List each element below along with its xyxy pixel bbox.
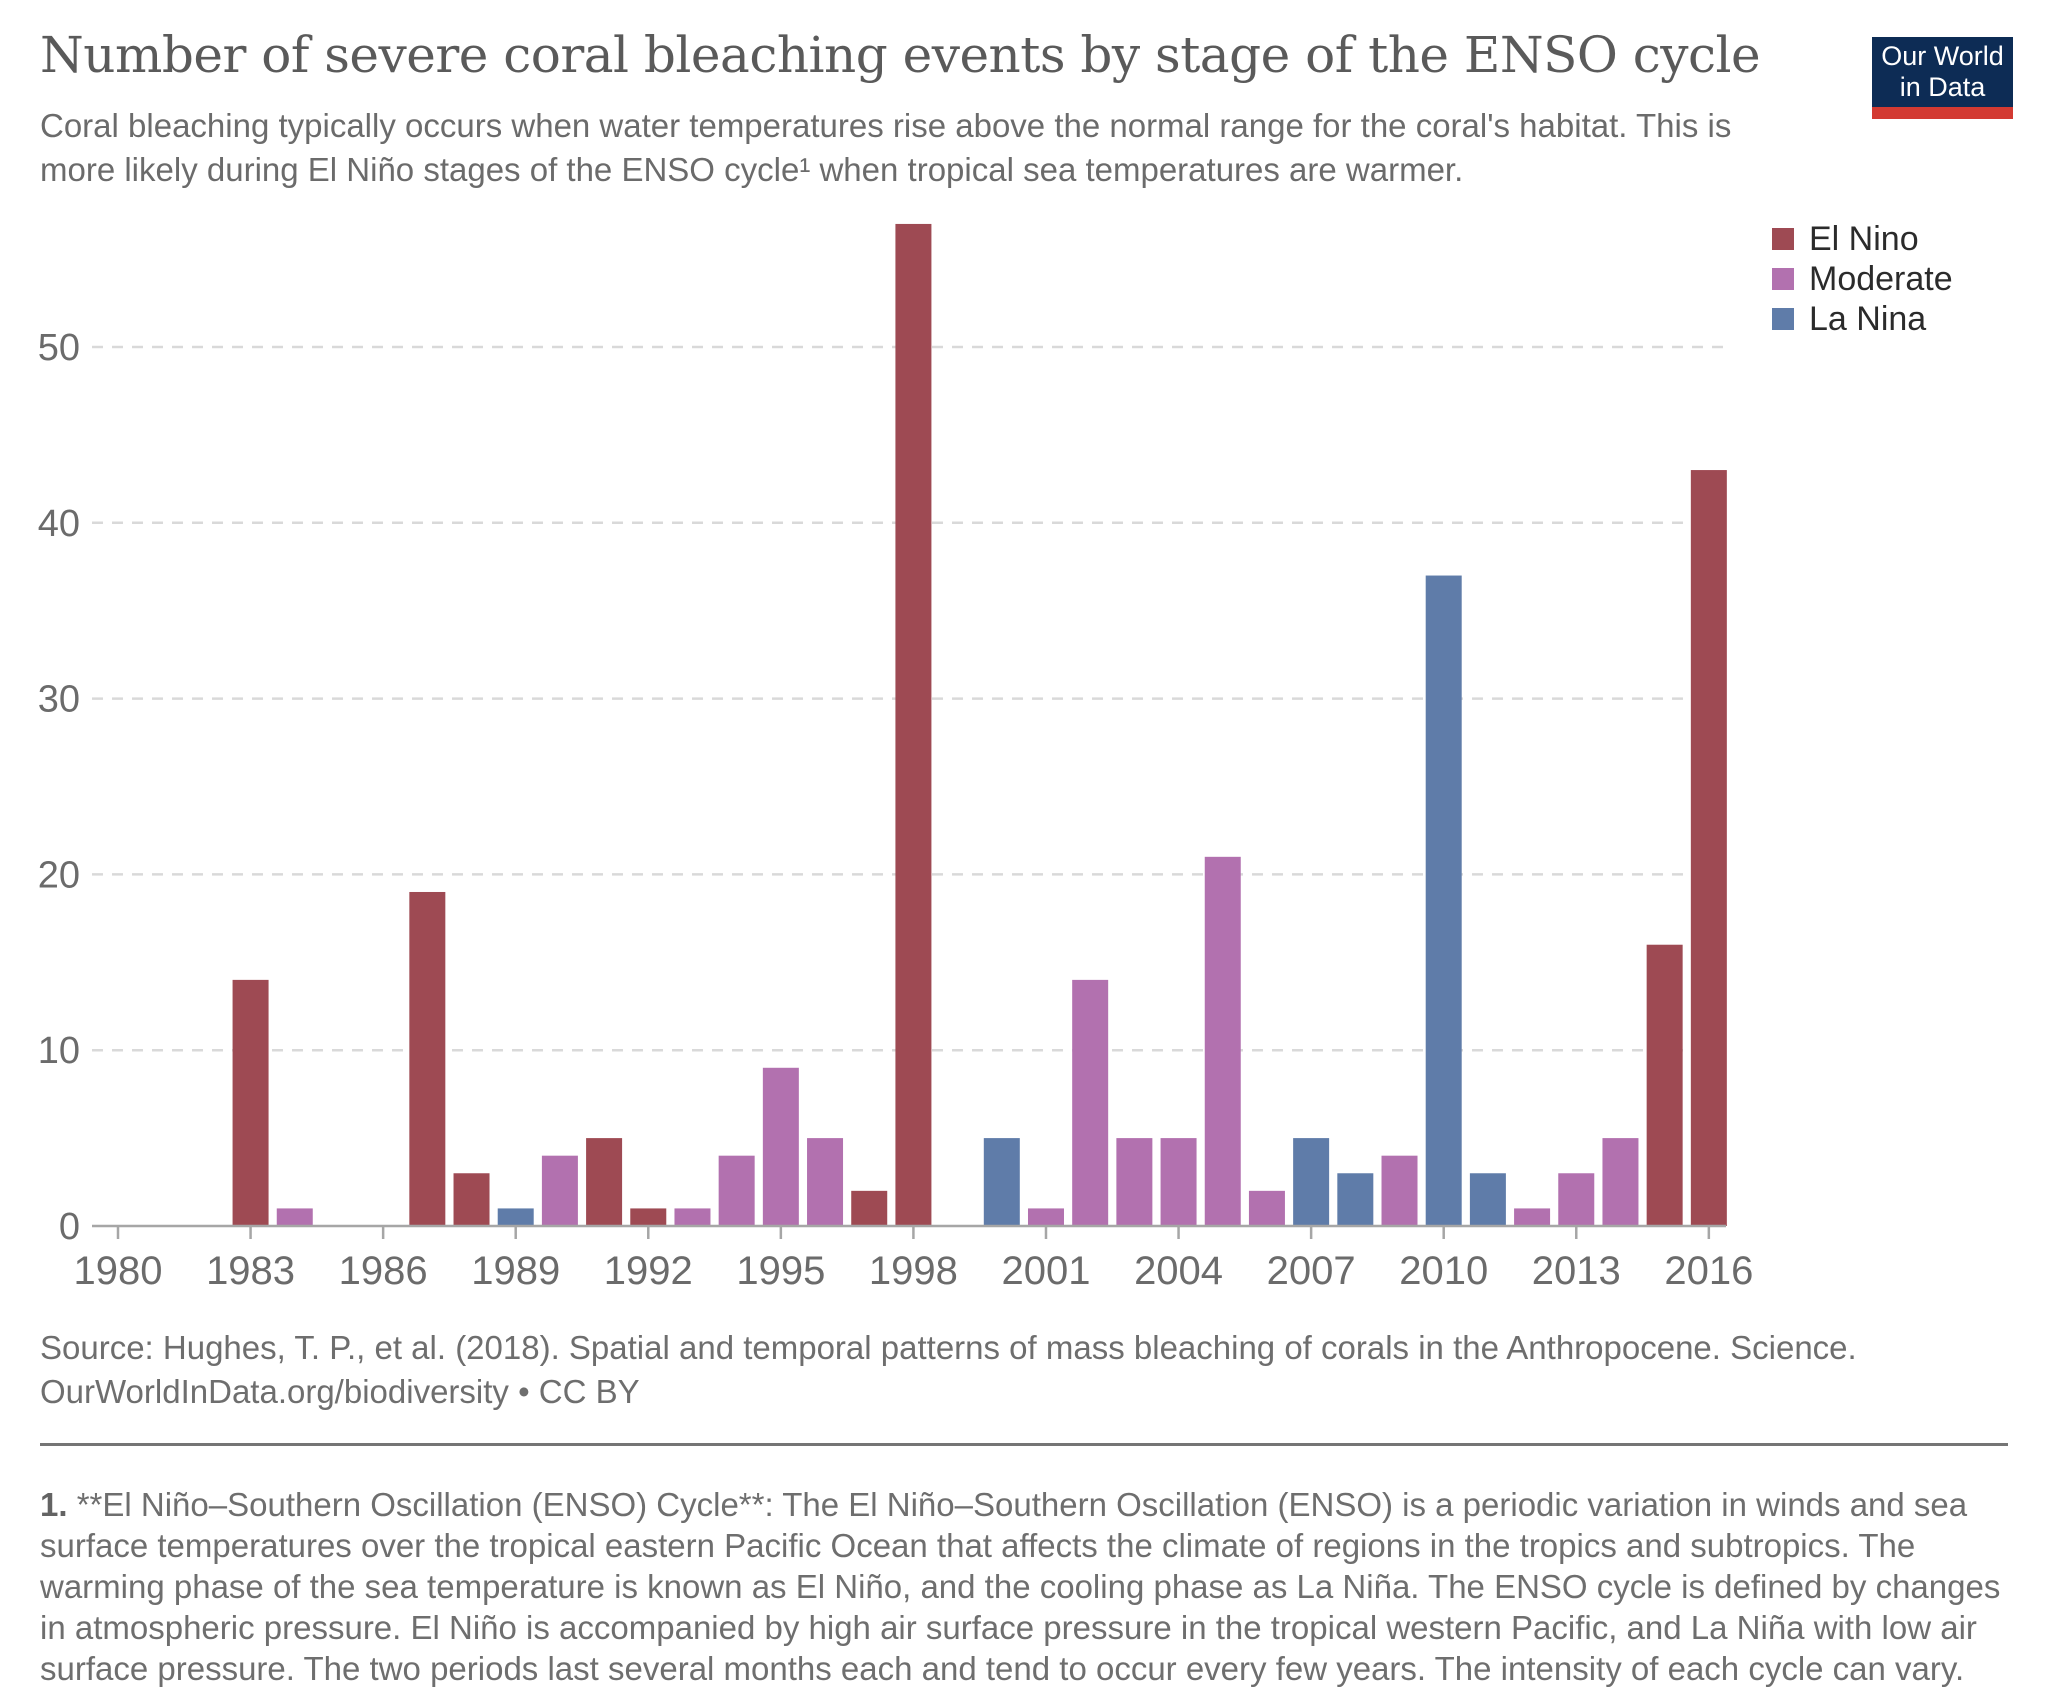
- y-axis-label-20: 20: [38, 854, 80, 896]
- bar-1987-el-nino[interactable]: [409, 891, 446, 1226]
- y-axis-label-50: 50: [38, 327, 80, 369]
- footnote-number: 1.: [40, 1486, 68, 1523]
- y-axis-label-10: 10: [38, 1030, 80, 1072]
- bar-2010-la-nina[interactable]: [1425, 575, 1462, 1226]
- legend-item-la-nina[interactable]: La Nina: [1772, 302, 1953, 336]
- x-axis-label-2013: 2013: [1532, 1249, 1621, 1293]
- bar-1983-el-nino[interactable]: [232, 979, 269, 1226]
- bar-1997-el-nino[interactable]: [851, 1190, 888, 1226]
- bar-2013-moderate[interactable]: [1558, 1173, 1595, 1226]
- footnote: 1. **El Niño–Southern Oscillation (ENSO)…: [40, 1484, 2008, 1689]
- legend-swatch-la-nina: [1772, 308, 1794, 330]
- bar-2005-moderate[interactable]: [1204, 856, 1241, 1226]
- bar-1984-moderate[interactable]: [276, 1208, 313, 1226]
- bar-1993-moderate[interactable]: [674, 1208, 711, 1226]
- owid-logo-line2: in Data: [1899, 72, 1986, 102]
- bar-2016-el-nino[interactable]: [1690, 470, 1727, 1226]
- x-axis-label-1980: 1980: [74, 1249, 163, 1293]
- x-axis-label-2007: 2007: [1267, 1249, 1356, 1293]
- bar-2000-la-nina[interactable]: [983, 1138, 1020, 1226]
- y-axis-label-0: 0: [59, 1206, 80, 1248]
- bar-2012-moderate[interactable]: [1514, 1208, 1551, 1226]
- bar-1995-moderate[interactable]: [762, 1067, 799, 1226]
- bar-1992-el-nino[interactable]: [630, 1208, 667, 1226]
- bar-2011-la-nina[interactable]: [1469, 1173, 1506, 1226]
- x-axis-label-2004: 2004: [1134, 1249, 1223, 1293]
- x-axis-label-2016: 2016: [1664, 1249, 1753, 1293]
- y-axis-label-40: 40: [38, 503, 80, 545]
- source-block: Source: Hughes, T. P., et al. (2018). Sp…: [40, 1326, 2008, 1414]
- x-axis-label-1998: 1998: [869, 1249, 958, 1293]
- owid-logo-line1: Our World: [1881, 41, 2004, 71]
- bar-1990-moderate[interactable]: [541, 1155, 578, 1226]
- legend-item-moderate[interactable]: Moderate: [1772, 262, 1953, 296]
- bar-2003-moderate[interactable]: [1116, 1138, 1153, 1226]
- chart-legend: El Nino Moderate La Nina: [1772, 222, 1953, 342]
- x-axis-label-1989: 1989: [471, 1249, 560, 1293]
- legend-label-moderate: Moderate: [1809, 260, 1953, 298]
- bar-1996-moderate[interactable]: [807, 1138, 844, 1226]
- footnote-text: **El Niño–Southern Oscillation (ENSO) Cy…: [40, 1486, 2001, 1687]
- legend-swatch-moderate: [1772, 268, 1794, 290]
- bar-chart-plot: 1980 1983 1986 1989 1992 1995 1998 2001 2004 2007…: [38, 223, 1753, 1293]
- bar-2007-la-nina[interactable]: [1293, 1138, 1330, 1226]
- page-title: Number of severe coral bleaching events …: [40, 26, 1761, 84]
- legend-label-la-nina: La Nina: [1809, 300, 1927, 338]
- bar-1988-el-nino[interactable]: [453, 1173, 490, 1226]
- bar-1989-la-nina[interactable]: [497, 1208, 534, 1226]
- source-url-line: OurWorldInData.org/biodiversity • CC BY: [40, 1373, 640, 1410]
- bar-2001-moderate[interactable]: [1027, 1208, 1064, 1226]
- footer-divider: [40, 1443, 2008, 1446]
- x-axis-label-1992: 1992: [604, 1249, 693, 1293]
- x-axis-label-1983: 1983: [206, 1249, 295, 1293]
- legend-item-el-nino[interactable]: El Nino: [1772, 222, 1953, 256]
- bar-2015-el-nino[interactable]: [1646, 944, 1683, 1226]
- bar-1994-moderate[interactable]: [718, 1155, 755, 1226]
- bar-1998-el-nino[interactable]: [895, 223, 932, 1226]
- bar-2006-moderate[interactable]: [1248, 1190, 1285, 1226]
- bar-2004-moderate[interactable]: [1160, 1138, 1197, 1226]
- x-axis-label-2001: 2001: [1001, 1249, 1090, 1293]
- owid-logo: Our World in Data: [1872, 37, 2013, 119]
- bar-2014-moderate[interactable]: [1602, 1138, 1639, 1226]
- bar-2008-la-nina[interactable]: [1337, 1173, 1374, 1226]
- y-axis-label-30: 30: [38, 679, 80, 721]
- x-axis-label-1995: 1995: [736, 1249, 825, 1293]
- bar-2009-moderate[interactable]: [1381, 1155, 1418, 1226]
- bar-1991-el-nino[interactable]: [586, 1138, 623, 1226]
- legend-swatch-el-nino: [1772, 228, 1794, 250]
- source-line: Source: Hughes, T. P., et al. (2018). Sp…: [40, 1329, 1857, 1366]
- x-axis-label-2010: 2010: [1399, 1249, 1488, 1293]
- x-axis-label-1986: 1986: [339, 1249, 428, 1293]
- chart-subtitle: Coral bleaching typically occurs when wa…: [40, 107, 1732, 188]
- legend-label-el-nino: El Nino: [1809, 220, 1919, 258]
- bar-2002-moderate[interactable]: [1072, 979, 1109, 1226]
